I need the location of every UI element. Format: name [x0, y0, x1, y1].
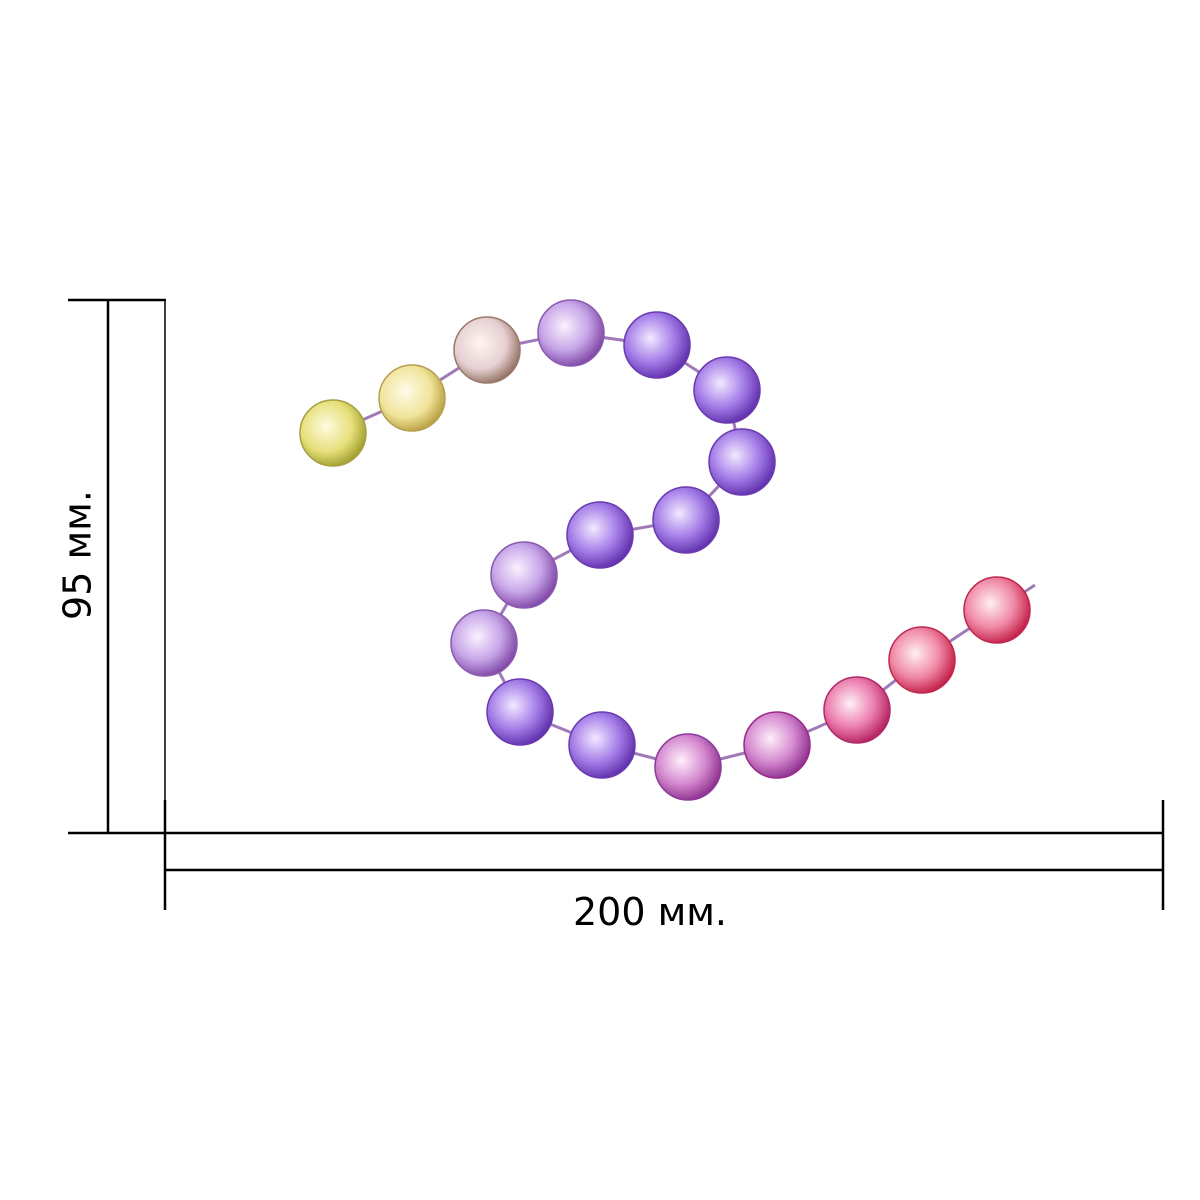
width-label: 200 мм.: [573, 890, 727, 934]
gem: [450, 609, 518, 677]
gem: [486, 678, 554, 746]
gem: [652, 486, 720, 554]
gem: [963, 576, 1031, 644]
width-dimension: 200 мм.: [163, 800, 1165, 934]
gem: [743, 711, 811, 779]
gem: [823, 676, 891, 744]
gem: [888, 626, 956, 694]
gem: [693, 356, 761, 424]
gem: [708, 428, 776, 496]
gem: [378, 364, 446, 432]
gem: [654, 733, 722, 801]
gem: [568, 711, 636, 779]
gem: [490, 541, 558, 609]
height-dimension: 95 мм.: [56, 298, 166, 835]
gem: [453, 316, 521, 384]
gem: [623, 311, 691, 379]
gems: [299, 299, 1031, 801]
gem: [299, 399, 367, 467]
gem: [566, 501, 634, 569]
gem: [537, 299, 605, 367]
height-label: 95 мм.: [56, 490, 100, 620]
